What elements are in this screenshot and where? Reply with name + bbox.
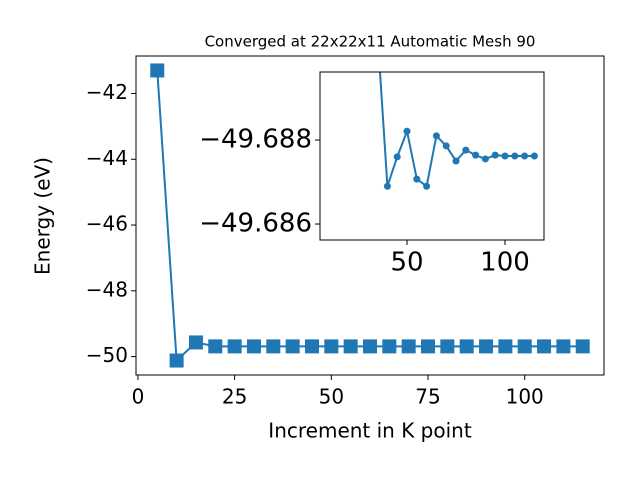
marker — [208, 339, 223, 354]
marker — [459, 339, 474, 354]
x-tick-label: 0 — [132, 385, 145, 409]
x-tick-label: 50 — [319, 385, 344, 409]
marker — [150, 63, 165, 78]
marker — [481, 155, 489, 163]
y-tick-label: −49.688 — [199, 125, 312, 155]
y-tick-label: −48 — [86, 277, 128, 301]
marker — [413, 175, 421, 183]
marker — [343, 339, 358, 354]
y-tick-label: −49.686 — [199, 209, 312, 239]
marker — [517, 339, 532, 354]
x-tick-label: 25 — [222, 385, 247, 409]
marker — [246, 339, 261, 354]
marker — [382, 339, 397, 354]
marker — [556, 339, 571, 354]
marker — [498, 339, 513, 354]
y-tick-label: −50 — [86, 343, 128, 367]
marker — [530, 152, 538, 160]
axes-frame — [135, 55, 605, 376]
y-axis-label: Energy (eV) — [31, 157, 55, 275]
y-tick-label: −42 — [86, 80, 128, 104]
marker — [266, 339, 281, 354]
marker — [521, 152, 529, 160]
x-tick-label: 50 — [390, 248, 423, 278]
y-tick-label: −46 — [86, 212, 128, 236]
marker — [383, 182, 391, 190]
series — [379, 72, 538, 190]
marker — [393, 153, 401, 161]
x-tick-label: 75 — [415, 385, 440, 409]
marker — [537, 339, 552, 354]
marker — [491, 151, 499, 159]
marker — [188, 335, 203, 350]
y-tick-label: −44 — [86, 146, 128, 170]
x-axis-label: Increment in K point — [268, 419, 472, 443]
x-tick-label: 100 — [480, 248, 530, 278]
marker — [462, 146, 470, 154]
marker — [324, 339, 339, 354]
axes-frame — [319, 71, 545, 241]
marker — [363, 339, 377, 354]
marker — [440, 339, 455, 354]
marker — [403, 127, 411, 135]
marker — [423, 182, 431, 190]
chart-title: Converged at 22x22x11 Automatic Mesh 90 — [205, 33, 536, 51]
marker — [227, 339, 242, 354]
marker — [479, 339, 494, 354]
marker — [511, 152, 519, 160]
marker — [442, 142, 450, 150]
marker — [575, 339, 590, 354]
marker — [401, 339, 416, 354]
marker — [285, 339, 300, 354]
series — [150, 63, 590, 368]
marker — [472, 151, 480, 159]
marker — [432, 132, 440, 140]
marker — [501, 152, 509, 160]
marker — [169, 353, 184, 368]
x-tick-label: 100 — [506, 385, 544, 409]
marker — [304, 339, 319, 354]
marker — [452, 157, 460, 165]
marker — [421, 339, 436, 354]
